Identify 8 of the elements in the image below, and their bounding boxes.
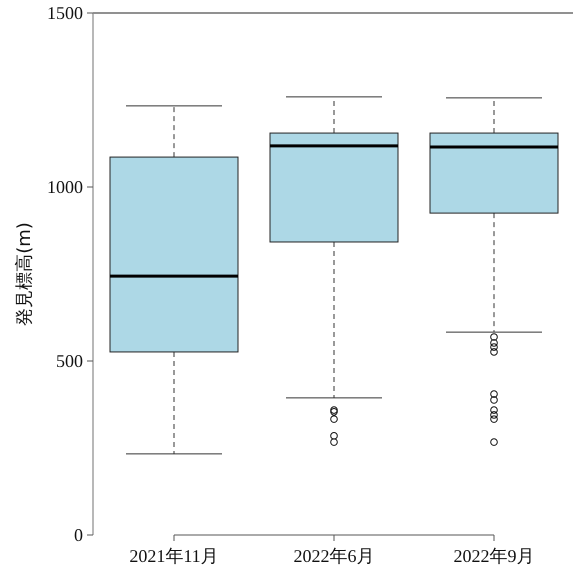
y-tick-label: 500 (56, 351, 83, 371)
x-tick-label: 2022年6月 (294, 546, 374, 566)
x-tick-label: 2021年11月 (129, 546, 219, 566)
y-axis-title: 発見標高(m) (14, 222, 35, 326)
x-tick-label: 2022年9月 (454, 546, 534, 566)
y-tick-label: 1500 (47, 3, 83, 23)
y-tick-label: 0 (74, 525, 83, 545)
y-tick-label: 1000 (47, 177, 83, 197)
